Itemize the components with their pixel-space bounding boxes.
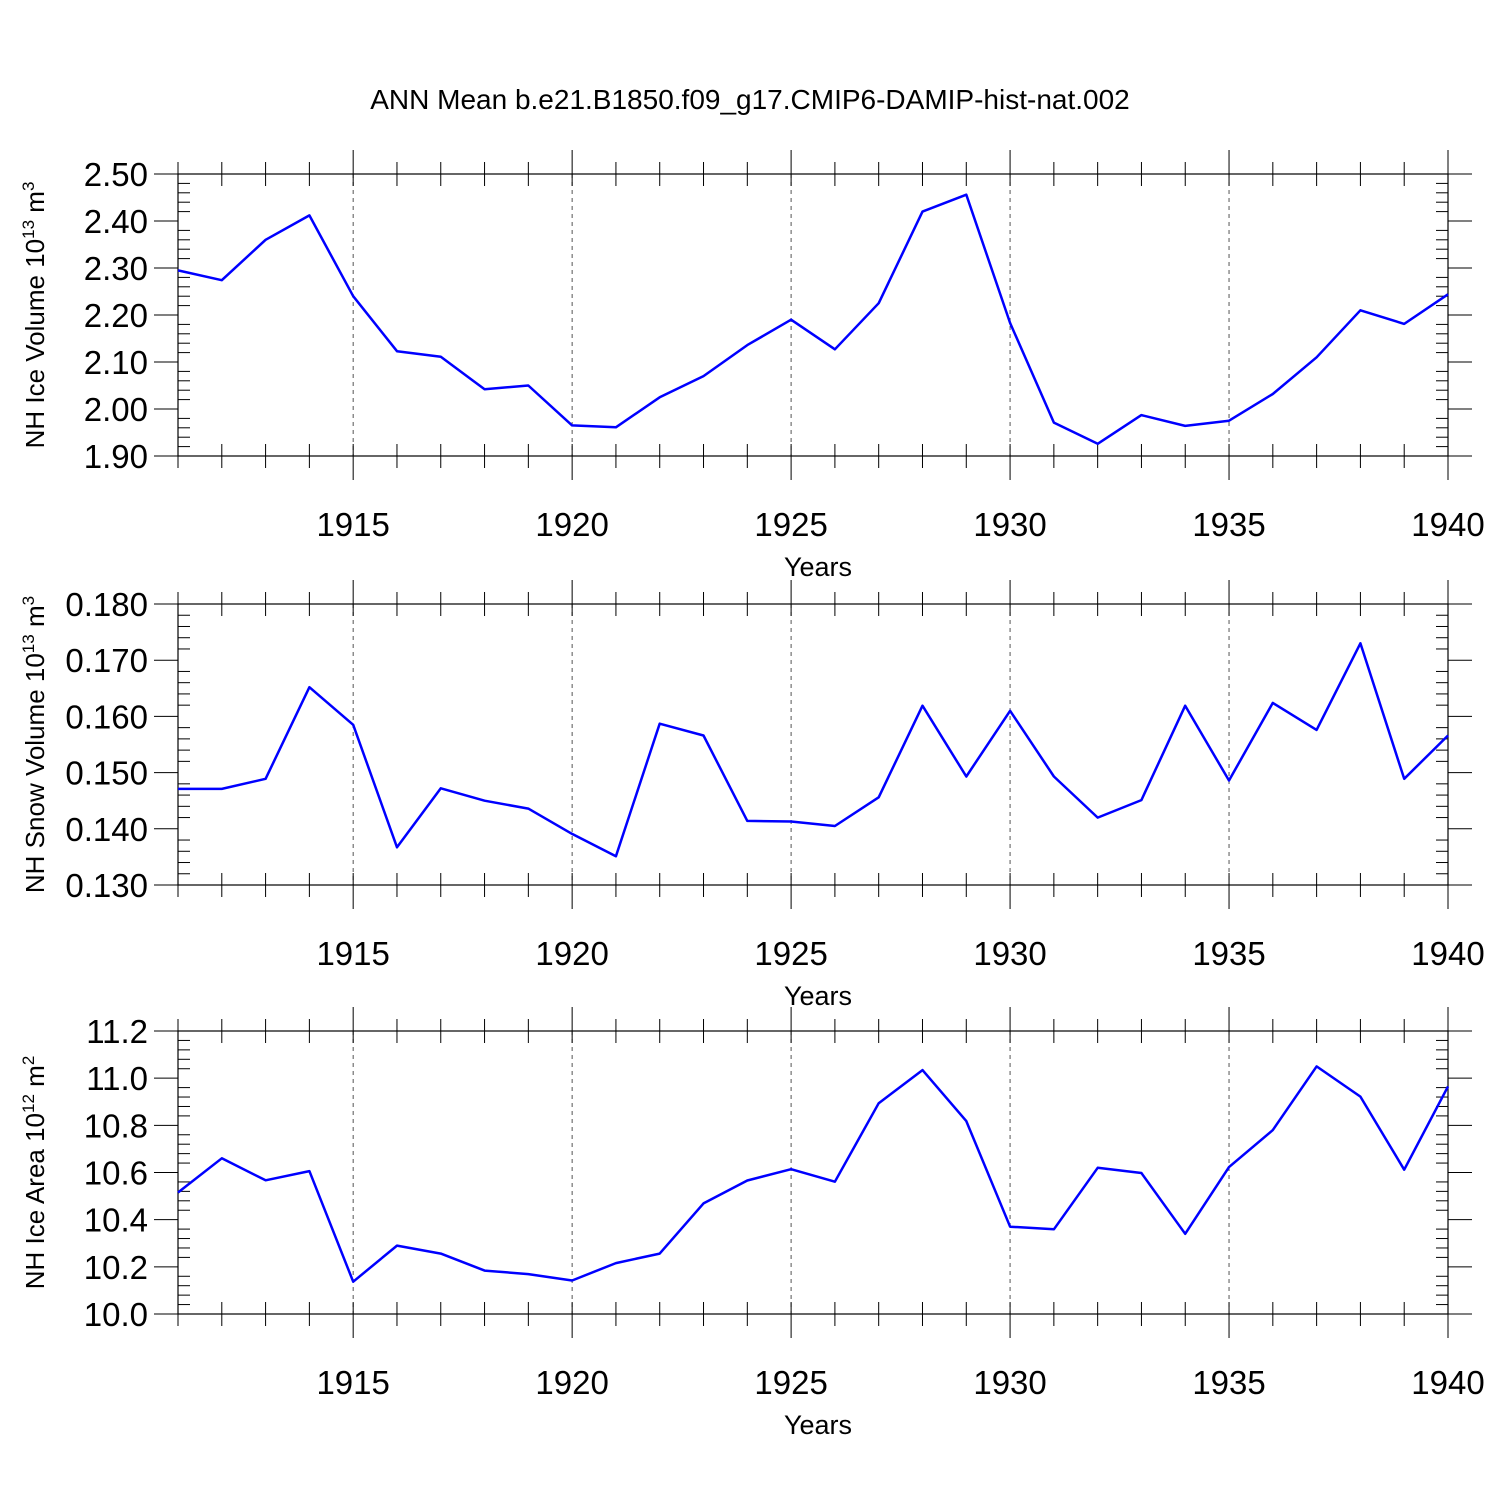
x-tick-label: 1935 bbox=[1192, 506, 1265, 543]
x-tick-label: 1920 bbox=[535, 935, 608, 972]
x-tick-label: 1935 bbox=[1192, 1364, 1265, 1401]
y-tick-label: 0.170 bbox=[65, 642, 148, 679]
x-tick-label: 1925 bbox=[754, 1364, 827, 1401]
y-tick-label: 2.10 bbox=[84, 344, 148, 381]
x-axis-label: Years bbox=[784, 981, 852, 1011]
x-tick-label: 1920 bbox=[535, 1364, 608, 1401]
y-tick-label: 10.6 bbox=[84, 1155, 148, 1192]
y-tick-label: 1.90 bbox=[84, 438, 148, 475]
y-axis-label: NH Ice Volume 1013 m3 bbox=[19, 182, 50, 449]
y-tick-label: 0.180 bbox=[65, 586, 148, 623]
series-line bbox=[177, 193, 1449, 446]
y-tick-label: 11.0 bbox=[86, 1060, 148, 1097]
y-tick-label: 0.130 bbox=[65, 867, 148, 904]
x-axis-label: Years bbox=[784, 1410, 852, 1440]
y-tick-label: 2.20 bbox=[84, 297, 148, 334]
page-title: ANN Mean b.e21.B1850.f09_g17.CMIP6-DAMIP… bbox=[370, 84, 1130, 115]
x-tick-label: 1930 bbox=[973, 1364, 1046, 1401]
y-tick-label: 10.0 bbox=[84, 1296, 148, 1333]
y-axis-label: NH Snow Volume 1013 m3 bbox=[19, 596, 50, 893]
y-tick-label: 0.140 bbox=[65, 811, 148, 848]
y-axis-label: NH Ice Area 1012 m2 bbox=[19, 1056, 50, 1290]
series-line bbox=[177, 1065, 1450, 1283]
plot-frame bbox=[177, 603, 1449, 886]
y-tick-label: 10.2 bbox=[84, 1249, 148, 1286]
x-tick-label: 1940 bbox=[1411, 506, 1484, 543]
y-tick-label: 0.150 bbox=[65, 755, 148, 792]
series-line bbox=[178, 642, 1449, 858]
y-tick-label: 10.4 bbox=[84, 1202, 148, 1239]
y-tick-label: 11.2 bbox=[86, 1013, 148, 1050]
x-tick-label: 1915 bbox=[316, 506, 389, 543]
y-tick-label: 2.00 bbox=[84, 391, 148, 428]
y-tick-label: 2.40 bbox=[84, 203, 148, 240]
x-tick-label: 1940 bbox=[1411, 935, 1484, 972]
x-axis-label: Years bbox=[784, 552, 852, 582]
x-tick-label: 1920 bbox=[535, 506, 608, 543]
x-tick-label: 1915 bbox=[316, 935, 389, 972]
chart-panel-1: 1915 1920 1925 1930 1935 1940 Years 1.90 2.00 2.1… bbox=[19, 150, 1485, 582]
x-tick-label: 1940 bbox=[1411, 1364, 1484, 1401]
x-tick-label: 1930 bbox=[973, 506, 1046, 543]
x-tick-label: 1930 bbox=[973, 935, 1046, 972]
y-tick-label: 10.8 bbox=[84, 1107, 148, 1144]
chart-panel-2: 1915 1920 1925 1930 1935 1940 Years 0.130 0.140 0… bbox=[19, 580, 1485, 1011]
x-tick-label: 1935 bbox=[1192, 935, 1265, 972]
y-tick-label: 2.30 bbox=[84, 250, 148, 287]
chart-panel-3: 1915 1920 1925 1930 1935 1940 Years 10.0 10.2 10.… bbox=[19, 1007, 1485, 1440]
y-tick-label: 2.50 bbox=[84, 156, 148, 193]
y-tick-label: 0.160 bbox=[65, 698, 148, 735]
x-tick-label: 1915 bbox=[316, 1364, 389, 1401]
plot-frame bbox=[177, 1030, 1449, 1315]
x-tick-label: 1925 bbox=[754, 506, 827, 543]
x-tick-label: 1925 bbox=[754, 935, 827, 972]
